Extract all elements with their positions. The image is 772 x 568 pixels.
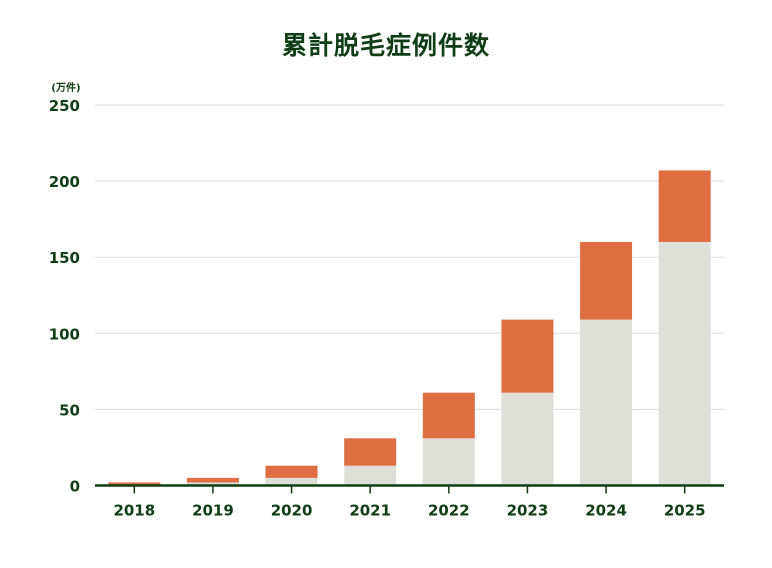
bar-increase [501, 319, 554, 393]
x-tick-label: 2020 [271, 502, 313, 520]
y-tick-label: 150 [49, 249, 80, 267]
y-tick-label: 200 [49, 173, 80, 191]
y-tick-label: 50 [59, 401, 80, 419]
y-axis-unit: (万件) [51, 81, 80, 94]
bar-base [658, 241, 711, 486]
x-tick-label: 2024 [585, 502, 627, 520]
bar-base [580, 319, 633, 486]
bar-increase [186, 477, 239, 483]
y-tick-label: 250 [49, 97, 80, 115]
y-tick-label: 0 [70, 478, 80, 496]
bar-increase [422, 392, 475, 439]
bar-increase [265, 465, 318, 478]
bar-increase [658, 170, 711, 242]
x-tick-label: 2018 [113, 502, 155, 520]
bar-base [344, 465, 397, 486]
bar-increase [580, 241, 633, 320]
x-tick-label: 2021 [349, 502, 391, 520]
bar-base [186, 482, 239, 486]
bar-base [422, 438, 475, 486]
bar-increase [108, 482, 161, 486]
x-tick-label: 2022 [428, 502, 470, 520]
bar-increase [344, 438, 397, 466]
bar-base [501, 392, 554, 486]
chart-title: 累計脱毛症例件数 [281, 31, 490, 60]
x-tick-label: 2025 [664, 502, 706, 520]
x-tick-label: 2019 [192, 502, 234, 520]
x-tick-label: 2023 [507, 502, 549, 520]
bar-base [265, 477, 318, 486]
y-tick-label: 100 [49, 325, 80, 343]
